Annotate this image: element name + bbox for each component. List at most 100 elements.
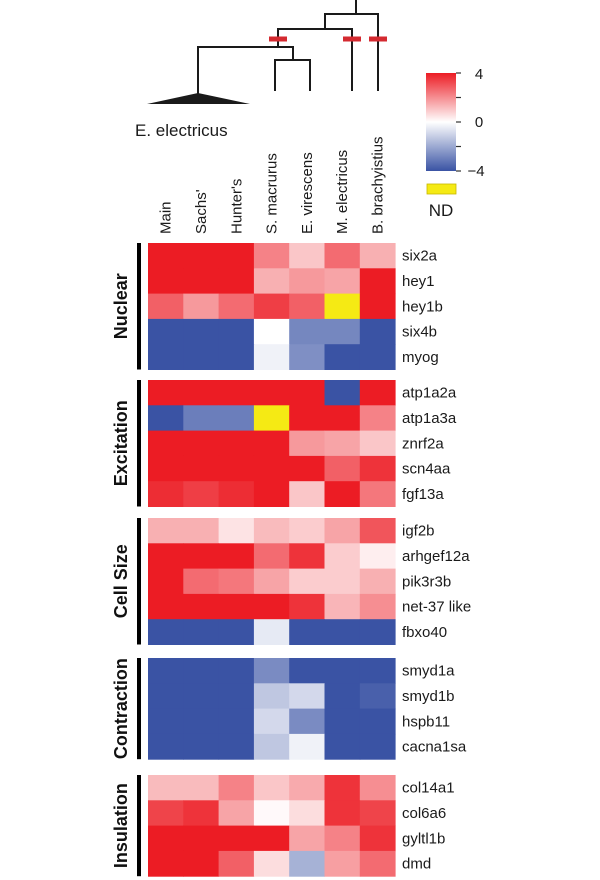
- heatmap-cell: [359, 593, 396, 620]
- heatmap-cell: [359, 568, 396, 595]
- heatmap-cell: [148, 568, 184, 595]
- gene-label: smyd1b: [402, 688, 455, 705]
- heatmap-cell: [218, 455, 255, 482]
- heatmap-cell: [253, 543, 290, 570]
- heatmap-cell: [359, 708, 396, 735]
- heatmap-cell: [324, 683, 361, 710]
- heatmap-cell: [253, 708, 290, 735]
- heatmap-cell: [289, 850, 325, 877]
- heatmap-row: atp1a3a: [148, 405, 457, 432]
- heatmap-cell: [183, 800, 220, 827]
- heatmap-cell: [324, 344, 361, 370]
- gene-label: hey1: [402, 273, 435, 290]
- heatmap-cell: [253, 733, 290, 760]
- heatmap-cell: [253, 481, 290, 507]
- heatmap-cell: [183, 683, 220, 710]
- heatmap-row: net-37 like: [148, 593, 471, 620]
- heatmap-cell: [359, 344, 396, 370]
- heatmap-cell: [253, 430, 290, 457]
- heatmap-cell: [324, 268, 361, 295]
- heatmap-cell: [289, 658, 325, 684]
- gene-label: hey1b: [402, 298, 443, 315]
- heatmap-row: dmd: [148, 850, 431, 877]
- heatmap-cell: [289, 593, 325, 620]
- heatmap-cell: [289, 344, 325, 370]
- heatmap-cell: [183, 380, 220, 406]
- group-label: Insulation: [111, 783, 131, 868]
- heatmap-cell: [289, 243, 325, 269]
- heatmap-cell: [218, 481, 255, 507]
- heatmap-cell: [183, 593, 220, 620]
- heatmap-cell: [324, 380, 361, 406]
- gene-label: cacna1sa: [402, 739, 467, 756]
- column-label: S. macrurus: [264, 153, 281, 234]
- heatmap-cell: [148, 380, 184, 406]
- heatmap-cell: [289, 481, 325, 507]
- gene-label: pik3r3b: [402, 573, 451, 590]
- heatmap-cell: [218, 243, 255, 269]
- color-bar: [426, 73, 456, 171]
- heatmap-cell: [148, 658, 184, 684]
- heatmap-cell: [253, 243, 290, 269]
- heatmap-cell: [359, 850, 396, 877]
- heatmap-cell: [218, 800, 255, 827]
- group-cell-size: Cell Size igf2b arhgef12a pik3r3b net-37 lik…: [111, 518, 471, 645]
- group-nuclear: Nuclear six2a hey1 hey1b six4b myog: [111, 243, 443, 370]
- heatmap-row: hspb11: [148, 708, 450, 735]
- nd-label: ND: [429, 201, 454, 220]
- group-bracket: [137, 658, 141, 760]
- heatmap-row: arhgef12a: [148, 543, 470, 570]
- group-contraction: Contraction smyd1a smyd1b hspb11 cacna1sa: [111, 658, 467, 760]
- legend-tick-label: 4: [475, 66, 483, 83]
- heatmap-cell-nd: [253, 405, 290, 432]
- heatmap-row: fbxo40: [148, 619, 447, 645]
- heatmap-cell: [253, 850, 290, 877]
- heatmap-cell: [183, 568, 220, 595]
- heatmap-cell: [183, 733, 220, 760]
- phylogenetic-tree: E. electricus: [135, 0, 387, 140]
- heatmap-cell: [183, 825, 220, 852]
- heatmap-cell: [218, 733, 255, 760]
- heatmap-row: fgf13a: [148, 481, 444, 507]
- column-label: Hunter's: [228, 179, 245, 234]
- heatmap-cell: [218, 568, 255, 595]
- heatmap-cell: [359, 293, 396, 320]
- heatmap-cell: [218, 318, 255, 345]
- group-label: Cell Size: [111, 544, 131, 618]
- heatmap-cell: [324, 733, 361, 760]
- gene-label: smyd1a: [402, 663, 455, 680]
- heatmap-cell: [359, 380, 396, 406]
- heatmap-cell: [183, 658, 220, 684]
- heatmap-cell: [148, 293, 184, 320]
- heatmap-cell: [324, 825, 361, 852]
- heatmap-cell: [359, 518, 396, 544]
- heatmap-row: igf2b: [148, 518, 435, 544]
- heatmap-cell: [148, 775, 184, 801]
- heatmap-cell: [289, 268, 325, 295]
- heatmap-cell: [148, 481, 184, 507]
- heatmap-cell: [289, 619, 325, 645]
- clade-label: E. electricus: [135, 121, 228, 140]
- heatmap-row: gyltl1b: [148, 825, 445, 852]
- heatmap-cell: [183, 543, 220, 570]
- heatmap-cell: [289, 543, 325, 570]
- heatmap-cell: [359, 455, 396, 482]
- heatmap-cell: [183, 318, 220, 345]
- heatmap-cell: [359, 825, 396, 852]
- heatmap-cell: [289, 293, 325, 320]
- heatmap-cell: [359, 405, 396, 432]
- heatmap-cell: [324, 243, 361, 269]
- heatmap-cell: [359, 683, 396, 710]
- heatmap-cell: [148, 850, 184, 877]
- heatmap-cell: [359, 268, 396, 295]
- heatmap-row: six4b: [148, 318, 437, 345]
- gene-label: igf2b: [402, 523, 435, 540]
- heatmap-row: hey1b: [148, 293, 443, 320]
- gene-label: six4b: [402, 324, 437, 341]
- column-label: Sachs': [193, 189, 210, 234]
- heatmap-cell: [218, 543, 255, 570]
- heatmap-cell: [218, 430, 255, 457]
- legend-tick-label: −4: [467, 163, 484, 180]
- heatmap-cell: [218, 708, 255, 735]
